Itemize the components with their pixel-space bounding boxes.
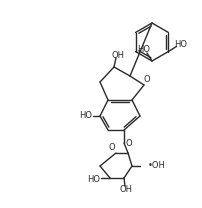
Text: HO: HO bbox=[80, 111, 93, 120]
Text: OH: OH bbox=[120, 184, 133, 193]
Text: HO: HO bbox=[174, 40, 187, 49]
Text: •OH: •OH bbox=[148, 161, 166, 170]
Text: O: O bbox=[109, 144, 115, 152]
Text: HO: HO bbox=[87, 175, 101, 183]
Text: O: O bbox=[126, 140, 132, 149]
Text: HO: HO bbox=[138, 46, 150, 54]
Text: OH: OH bbox=[112, 51, 124, 59]
Text: O: O bbox=[144, 76, 150, 84]
